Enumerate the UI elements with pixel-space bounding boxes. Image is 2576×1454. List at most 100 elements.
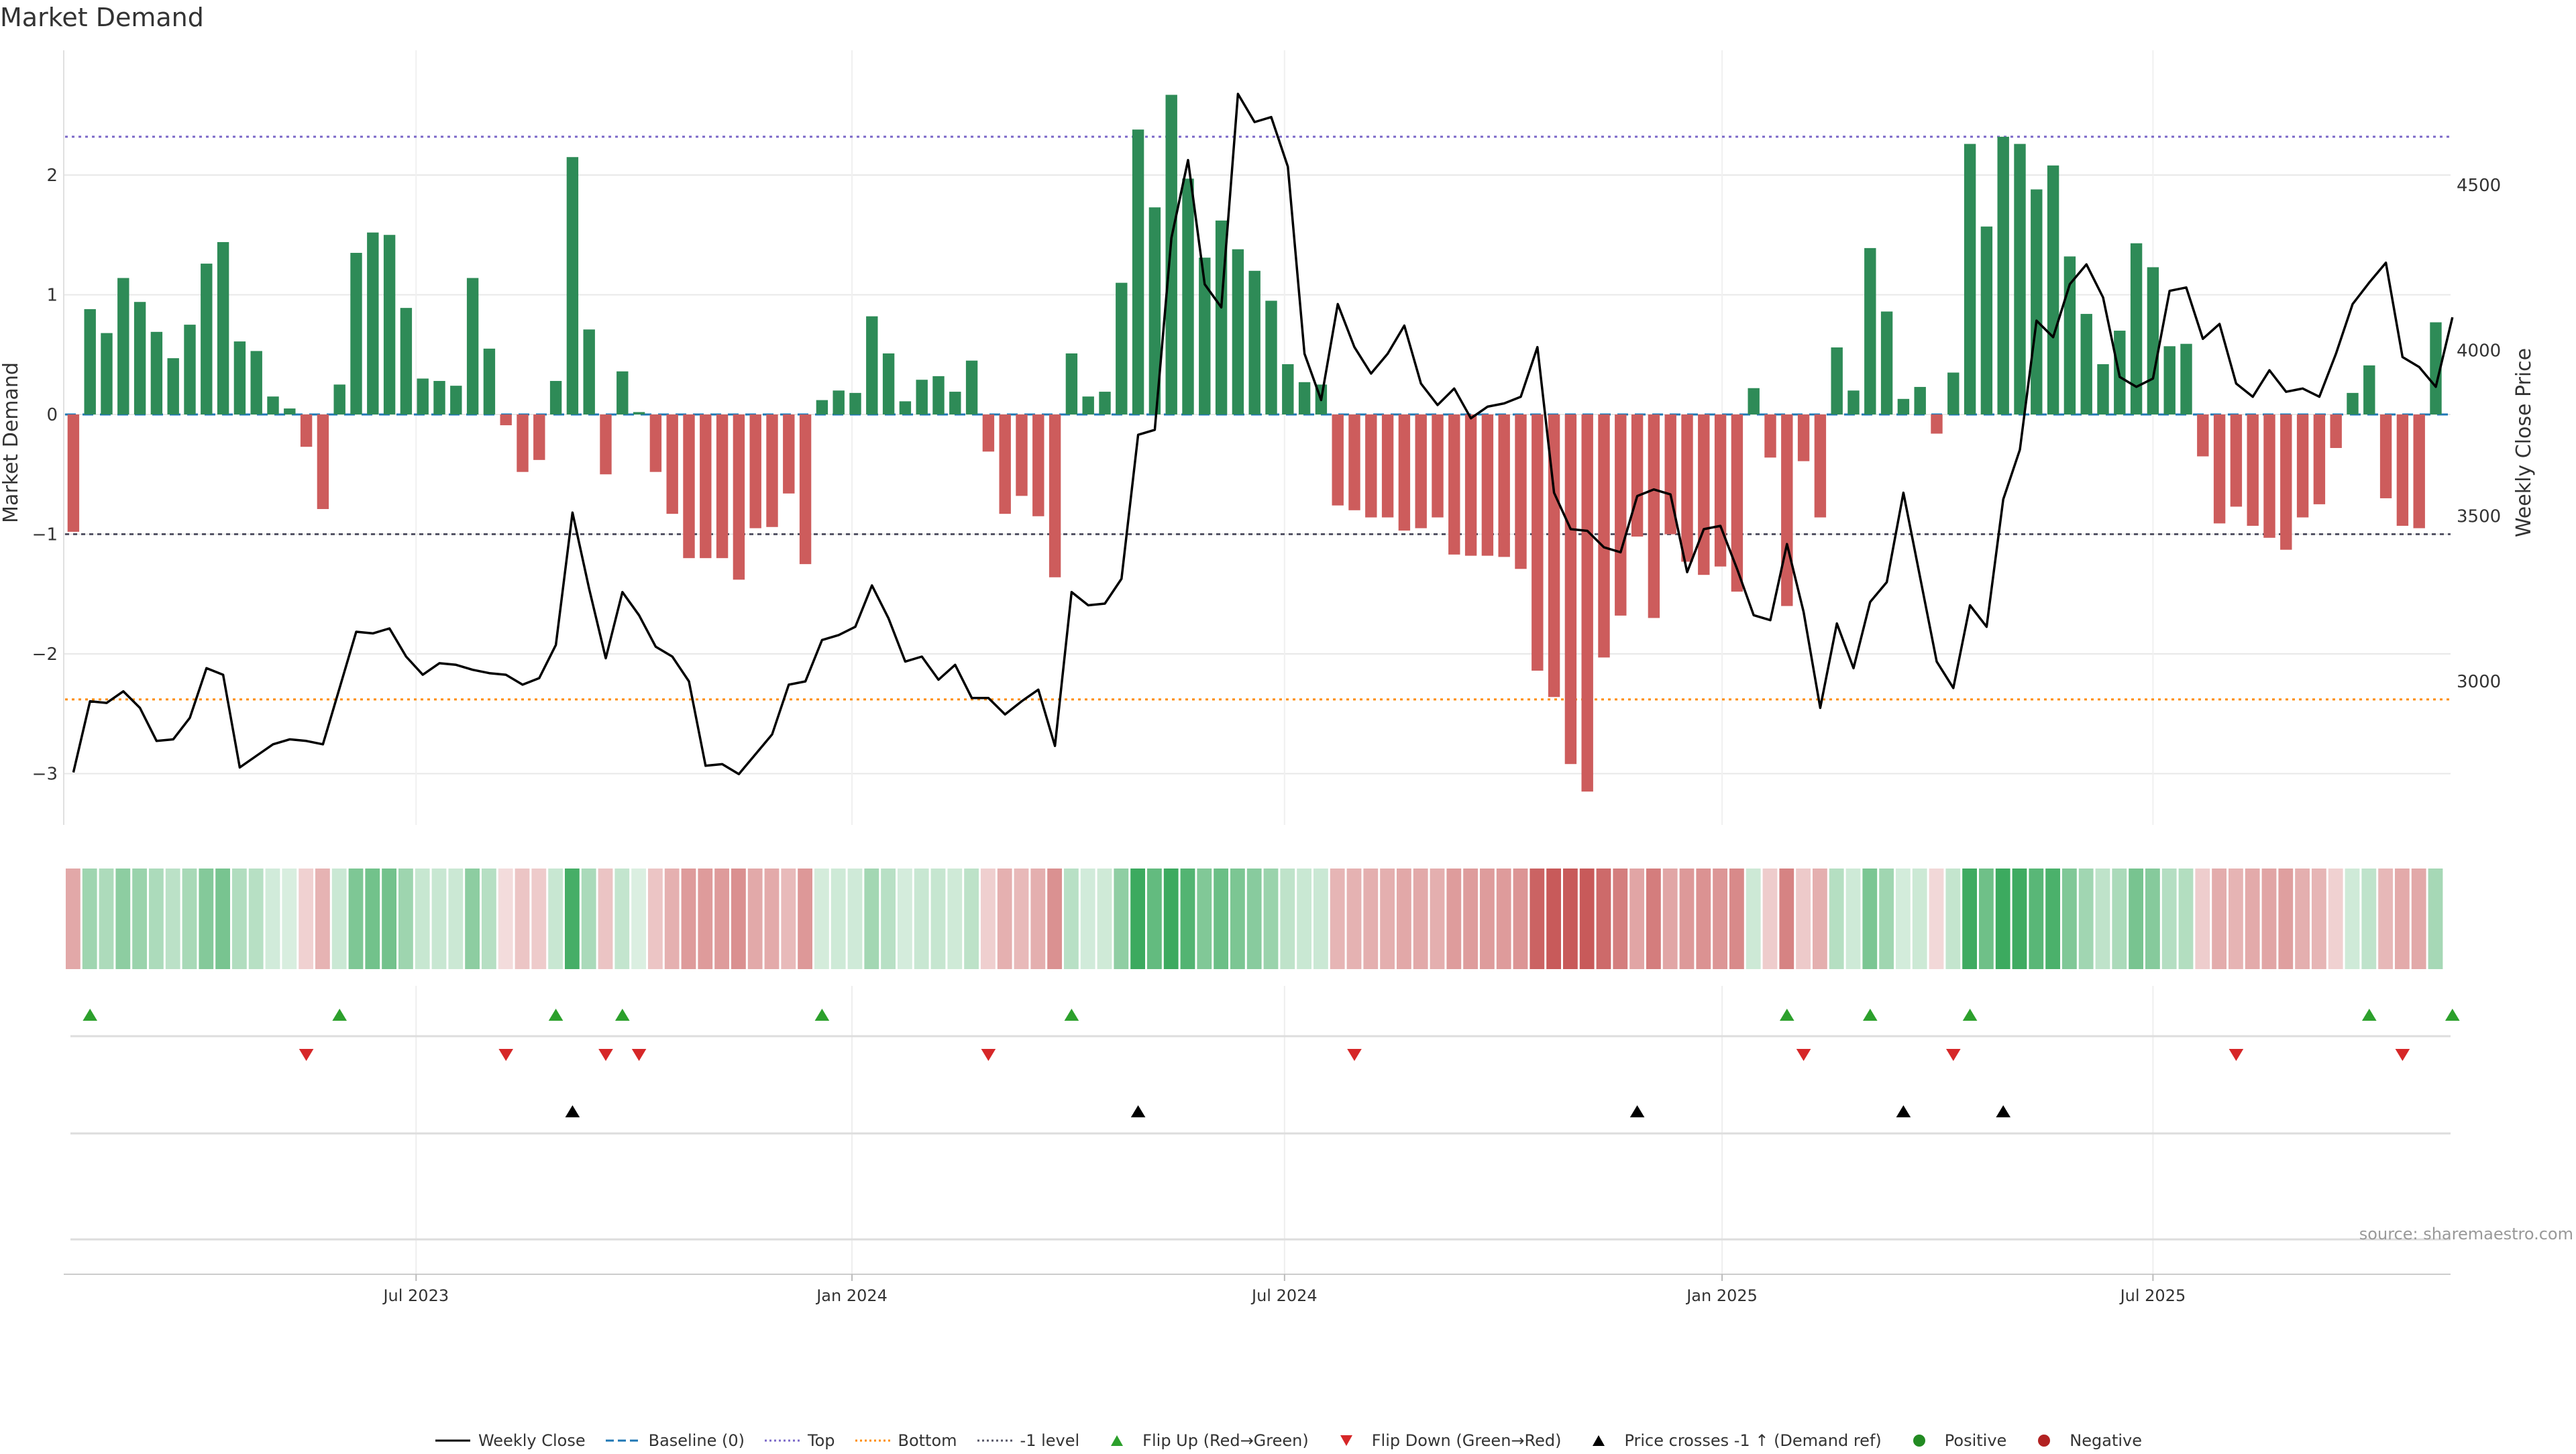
demand-bar — [1814, 414, 1827, 518]
heat-strip-cell — [1962, 869, 1977, 969]
heat-strip-cell — [1080, 869, 1095, 969]
heat-strip-cell — [747, 869, 763, 969]
demand-bar — [1532, 414, 1544, 671]
demand-bar — [566, 157, 579, 414]
x-tick-label: Jan 2025 — [1685, 1286, 1758, 1305]
heat-strip-cell — [1929, 869, 1944, 969]
heat-strip-cell — [2395, 869, 2410, 969]
demand-bar — [733, 414, 745, 580]
heat-strip-cell — [714, 869, 729, 969]
demand-bar — [833, 390, 845, 414]
demand-bar — [1082, 396, 1094, 414]
demand-bar — [533, 414, 545, 460]
demand-bar — [201, 264, 213, 414]
flip-down-marker — [2229, 1049, 2244, 1061]
demand-bar — [2080, 314, 2092, 414]
heat-strip-cell — [1679, 869, 1695, 969]
flip-up-marker — [1863, 1009, 1878, 1021]
heat-strip-cell — [2129, 869, 2143, 969]
demand-bar — [1997, 136, 2009, 414]
heat-strip-cell — [1896, 869, 1911, 969]
demand-bar — [2230, 414, 2243, 507]
heat-strip-cell — [781, 869, 796, 969]
heat-strip-cell — [864, 869, 879, 969]
reference-lines — [65, 135, 2451, 701]
demand-bar — [133, 302, 146, 414]
legend-item: Flip Down (Green→Red) — [1328, 1431, 1561, 1450]
demand-bar — [965, 360, 978, 414]
demand-bar — [2330, 414, 2342, 448]
heat-strip-cell — [331, 869, 347, 969]
heat-strip-cell — [299, 869, 313, 969]
heat-strip-cell — [1130, 869, 1145, 969]
legend-label: -1 level — [1020, 1431, 1080, 1450]
heat-strip-cell — [182, 869, 197, 969]
legend-item: -1 level — [976, 1431, 1080, 1450]
demand-bar — [400, 308, 413, 414]
legend-swatch — [2038, 1435, 2051, 1447]
x-axis-ticks: Jul 2023 Jan 2024 Jul 2024 Jan 2025 Jul 2025 — [382, 1274, 2186, 1305]
demand-heat-strip — [66, 869, 2443, 969]
heat-strip-cell — [1513, 869, 1528, 969]
heat-strip-cell — [1147, 869, 1162, 969]
demand-bar — [1714, 414, 1727, 567]
legend-swatch — [1593, 1435, 1605, 1446]
demand-bar — [1648, 414, 1660, 618]
flip-up-marker — [2445, 1009, 2460, 1021]
heat-strip-cell — [598, 869, 613, 969]
heat-strip-cell — [830, 869, 846, 969]
demand-bar — [749, 414, 761, 528]
y2-axis-label: Weekly Close Price — [2512, 348, 2536, 537]
heat-strip-cell — [1995, 869, 2010, 969]
flip-up-marker — [332, 1009, 347, 1021]
demand-bar — [849, 392, 861, 414]
demand-bar — [1182, 178, 1194, 414]
heat-strip-cell — [1662, 869, 1678, 969]
heat-strip-cell — [66, 869, 80, 969]
y-tick-label: −2 — [32, 645, 58, 665]
heat-strip-cell — [115, 869, 131, 969]
demand-bar — [217, 241, 229, 414]
legend-item: Positive — [1900, 1431, 2006, 1450]
heat-strip-cell — [914, 869, 929, 969]
legend-item: Weekly Close — [434, 1431, 586, 1450]
demand-bar — [1914, 386, 1926, 414]
demand-bar — [1698, 414, 1710, 575]
price-cross-marker — [1629, 1105, 1645, 1117]
heat-strip-cell — [2411, 869, 2426, 969]
flip-down-marker — [1946, 1049, 1961, 1061]
heat-strip-cell — [1463, 869, 1478, 969]
flip-up-marker — [548, 1009, 564, 1021]
demand-bar — [666, 414, 678, 514]
demand-bar — [1432, 414, 1444, 518]
page-title: Market Demand — [0, 3, 204, 32]
heat-strip-cell — [1397, 869, 1411, 969]
flip-down-marker — [1347, 1049, 1362, 1061]
demand-bar — [150, 331, 163, 414]
demand-bar — [1781, 414, 1793, 606]
demand-bar — [2347, 392, 2359, 414]
heat-strip-cell — [614, 869, 630, 969]
heat-strip-cell — [1813, 869, 1827, 969]
demand-bar — [466, 278, 479, 414]
demand-bar — [1681, 414, 1693, 562]
legend-swatch — [1340, 1435, 1352, 1446]
heat-strip-cell — [1064, 869, 1079, 969]
heat-strip-cell — [448, 869, 464, 969]
heat-strip-cell — [1346, 869, 1362, 969]
heat-strip-cell — [1579, 869, 1595, 969]
legend-item: Baseline (0) — [604, 1431, 745, 1450]
heat-strip-cell — [2178, 869, 2194, 969]
heat-strip-cell — [698, 869, 713, 969]
demand-bar — [2147, 267, 2159, 414]
legend-swatch — [855, 1439, 890, 1442]
demand-bar — [1581, 414, 1593, 792]
heat-strip-cell — [847, 869, 863, 969]
heat-strip-cell — [964, 869, 979, 969]
demand-bar — [1348, 414, 1360, 510]
heat-strip-cell — [1097, 869, 1112, 969]
demand-bar — [367, 232, 379, 414]
legend: Weekly Close Baseline (0) Top Bottom -1 leve… — [0, 1427, 2576, 1454]
demand-bar — [899, 401, 912, 414]
y-tick-label: −1 — [32, 525, 58, 545]
